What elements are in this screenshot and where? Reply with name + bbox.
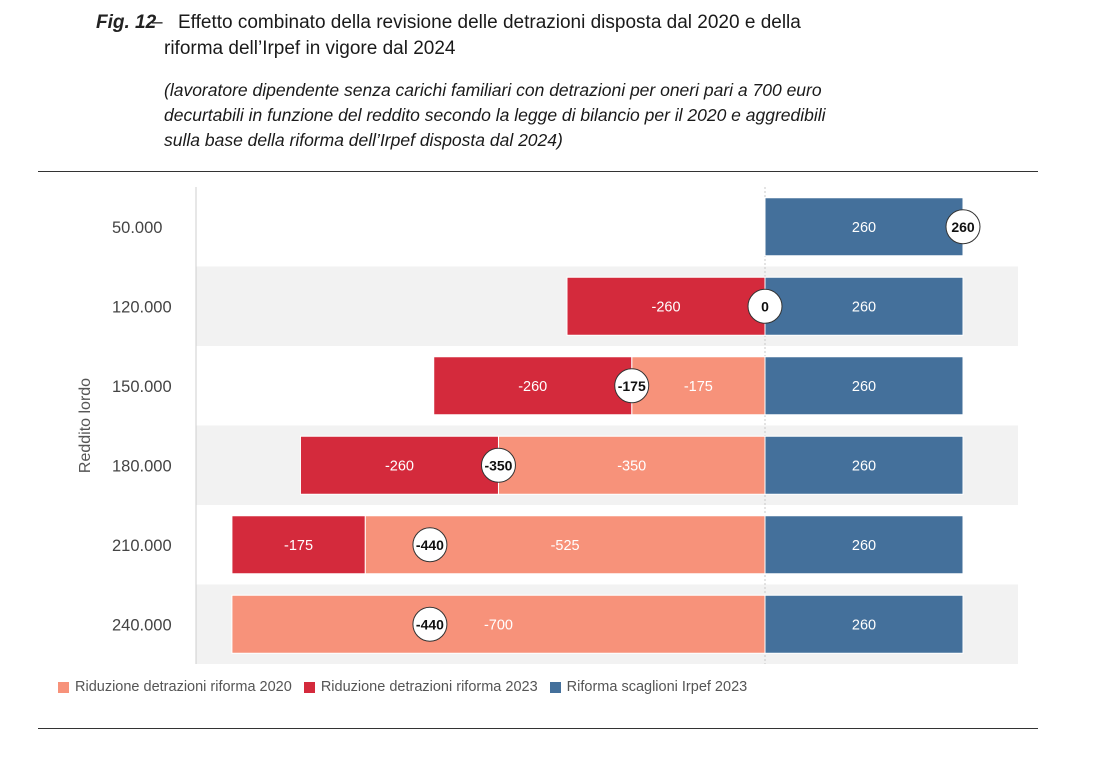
bar-segment bbox=[497, 435, 766, 495]
bar-segment bbox=[231, 515, 366, 575]
legend-label-scaglioni-irpef: Riforma scaglioni Irpef 2023 bbox=[566, 679, 748, 695]
net-effect-label: -440 bbox=[416, 616, 444, 632]
bar-value-label: -260 bbox=[385, 458, 414, 474]
top-rule bbox=[38, 171, 1038, 172]
bar-value-label: -350 bbox=[617, 458, 646, 474]
category-label: 120.000 bbox=[112, 298, 172, 316]
category-label: 150.000 bbox=[112, 378, 172, 396]
legend-item-scaglioni-irpef: Riforma scaglioni Irpef 2023 bbox=[549, 679, 748, 695]
bar-segment bbox=[433, 356, 633, 416]
net-effect-marker bbox=[614, 368, 650, 404]
bar-segment bbox=[231, 594, 766, 654]
net-effect-label: -350 bbox=[484, 457, 512, 473]
bar-value-label: -175 bbox=[684, 379, 713, 395]
net-effect-label: -440 bbox=[416, 537, 444, 553]
bar-value-label: 260 bbox=[852, 379, 876, 395]
bar-segment bbox=[566, 276, 766, 336]
legend-item-riforma-2023: Riduzione detrazioni riforma 2023 bbox=[303, 679, 538, 695]
bar-segment bbox=[764, 594, 964, 654]
figure-subtitle-line-3: sulla base della riforma dell’Irpef disp… bbox=[164, 130, 563, 150]
bar-value-label: -260 bbox=[518, 379, 547, 395]
category-label: 240.000 bbox=[112, 616, 172, 634]
net-effect-label: 0 bbox=[761, 298, 769, 314]
bar-value-label: -260 bbox=[651, 299, 680, 315]
net-effect-marker bbox=[480, 447, 516, 483]
y-axis-title: Reddito lordo bbox=[77, 378, 94, 473]
bar-value-label: 260 bbox=[852, 538, 876, 554]
bar-value-label: 260 bbox=[852, 617, 876, 633]
bar-value-label: 260 bbox=[852, 458, 876, 474]
bar-segment bbox=[764, 435, 964, 495]
bar-value-label: -700 bbox=[484, 617, 513, 633]
bar-segment bbox=[631, 356, 766, 416]
bar-value-label: -525 bbox=[551, 538, 580, 554]
bar-value-label: 260 bbox=[852, 299, 876, 315]
bar-segment bbox=[764, 356, 964, 416]
figure-subtitle-line-2: decurtabili in funzione del reddito seco… bbox=[164, 105, 826, 125]
legend-swatch-scaglioni-irpef bbox=[549, 681, 561, 693]
bar-segment bbox=[764, 515, 964, 575]
figure-dash: – bbox=[152, 12, 163, 33]
net-effect-label: 260 bbox=[951, 219, 975, 235]
legend-swatch-riforma-2020 bbox=[58, 681, 69, 693]
category-label: 180.000 bbox=[112, 457, 172, 475]
legend-swatch-riforma-2023 bbox=[303, 681, 315, 693]
bar-segment bbox=[299, 435, 499, 495]
figure-label: Fig. 12 bbox=[96, 12, 157, 33]
bar-value-label: -175 bbox=[284, 538, 313, 554]
net-effect-label: -175 bbox=[618, 378, 646, 394]
bottom-rule bbox=[38, 728, 1038, 729]
bar-value-label: 260 bbox=[852, 220, 876, 236]
net-effect-marker bbox=[747, 288, 783, 324]
legend-item-riforma-2020: Riduzione detrazioni riforma 2020 bbox=[58, 679, 292, 695]
legend-label-riforma-2023: Riduzione detrazioni riforma 2023 bbox=[320, 679, 538, 695]
category-label: 210.000 bbox=[112, 537, 172, 555]
net-effect-marker bbox=[412, 527, 448, 563]
chart-legend: Riduzione detrazioni riforma 2020 Riduzi… bbox=[58, 679, 759, 695]
net-effect-marker bbox=[412, 606, 448, 642]
figure-title-line-2: riforma dell’Irpef in vigore dal 2024 bbox=[164, 38, 456, 59]
net-effect-marker bbox=[945, 209, 981, 245]
bar-segment bbox=[764, 276, 964, 336]
figure-subtitle-line-1: (lavoratore dipendente senza carichi fam… bbox=[164, 80, 822, 100]
legend-label-riforma-2020: Riduzione detrazioni riforma 2020 bbox=[75, 679, 292, 695]
figure-title-line-1: Effetto combinato della revisione delle … bbox=[178, 12, 801, 33]
category-label: 50.000 bbox=[112, 219, 162, 237]
